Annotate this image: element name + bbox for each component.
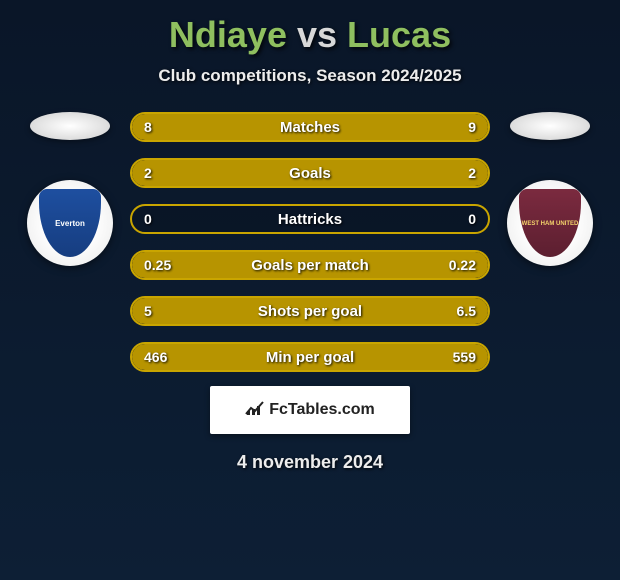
title-player1: Ndiaye <box>169 14 287 55</box>
stat-value-right: 0 <box>468 211 476 227</box>
stat-value-right: 2 <box>468 165 476 181</box>
watermark: FcTables.com <box>210 386 410 434</box>
stat-value-right: 6.5 <box>457 303 476 319</box>
stat-value-left: 0 <box>144 211 152 227</box>
main-row: Everton 8 Matches 9 2 Goals 2 0 Hattricks 0 0.25 G… <box>0 112 620 372</box>
stat-value-right: 9 <box>468 119 476 135</box>
stat-bar-left <box>132 160 310 186</box>
title-vs: vs <box>297 14 337 55</box>
stat-row: 0 Hattricks 0 <box>130 204 490 234</box>
stat-row: 8 Matches 9 <box>130 112 490 142</box>
stats-column: 8 Matches 9 2 Goals 2 0 Hattricks 0 0.25 Goals per… <box>130 112 490 372</box>
stat-label: Min per goal <box>266 349 354 366</box>
stat-label: Matches <box>280 119 340 136</box>
stat-value-left: 8 <box>144 119 152 135</box>
title-player2: Lucas <box>347 14 451 55</box>
stat-row: 466 Min per goal 559 <box>130 342 490 372</box>
player2-club-crest: WEST HAM UNITED <box>507 180 593 266</box>
subtitle: Club competitions, Season 2024/2025 <box>158 66 461 86</box>
stat-bar-right <box>310 160 488 186</box>
stat-value-left: 5 <box>144 303 152 319</box>
infographic-container: Ndiaye vs Lucas Club competitions, Seaso… <box>0 0 620 580</box>
stat-label: Goals <box>289 165 331 182</box>
player1-club-crest: Everton <box>27 180 113 266</box>
stat-label: Shots per goal <box>258 303 362 320</box>
stat-value-left: 0.25 <box>144 257 171 273</box>
page-title: Ndiaye vs Lucas <box>169 14 451 56</box>
date-text: 4 november 2024 <box>237 452 383 473</box>
stat-row: 0.25 Goals per match 0.22 <box>130 250 490 280</box>
chart-icon <box>245 400 265 421</box>
crest-text: WEST HAM UNITED <box>522 221 579 228</box>
stat-label: Goals per match <box>251 257 369 274</box>
player2-side: WEST HAM UNITED <box>490 112 610 266</box>
stat-value-left: 2 <box>144 165 152 181</box>
stat-value-right: 0.22 <box>449 257 476 273</box>
stat-value-left: 466 <box>144 349 167 365</box>
stat-value-right: 559 <box>453 349 476 365</box>
player2-photo <box>510 112 590 140</box>
stat-row: 5 Shots per goal 6.5 <box>130 296 490 326</box>
crest-text: Everton <box>55 219 85 228</box>
westham-crest-icon: WEST HAM UNITED <box>519 189 581 257</box>
stat-row: 2 Goals 2 <box>130 158 490 188</box>
everton-crest-icon: Everton <box>39 189 101 257</box>
player1-photo <box>30 112 110 140</box>
stat-label: Hattricks <box>278 211 342 228</box>
watermark-text: FcTables.com <box>269 401 375 419</box>
player1-side: Everton <box>10 112 130 266</box>
stat-bar-left <box>132 114 299 140</box>
